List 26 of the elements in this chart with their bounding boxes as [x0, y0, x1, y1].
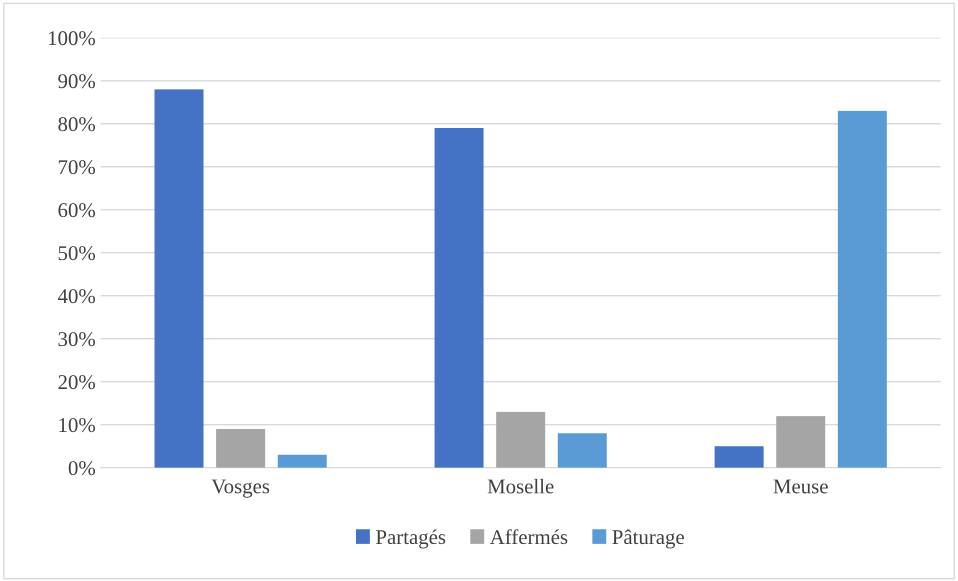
y-tick-label: 60% [58, 203, 96, 218]
y-tick-label: 50% [58, 246, 96, 260]
legend-label: Pâturage [612, 529, 684, 548]
bar [216, 429, 266, 468]
bar [838, 110, 887, 468]
legend-label: Affermés [490, 529, 568, 544]
y-tick-label: 90% [58, 74, 96, 88]
x-tick-label: Moselle [488, 478, 554, 494]
y-tick-label: 100% [48, 31, 96, 46]
y-tick-label: 70% [58, 160, 96, 174]
bar [558, 433, 607, 468]
bar [434, 128, 484, 468]
y-tick-label: 20% [58, 375, 96, 390]
bar [714, 446, 764, 468]
bar [496, 412, 546, 468]
x-tick-label: Vosges [212, 480, 270, 498]
bar [278, 454, 327, 468]
x-tick-label: Meuse [774, 480, 828, 494]
bar [154, 89, 204, 468]
bar [776, 416, 826, 468]
y-tick-label: 40% [58, 289, 96, 304]
y-tick-label: 80% [58, 117, 96, 132]
y-tick-label: 30% [58, 332, 96, 346]
legend-label: Partagés [376, 529, 446, 548]
y-tick-label: 10% [59, 418, 96, 432]
y-tick-label: 0% [68, 461, 96, 476]
